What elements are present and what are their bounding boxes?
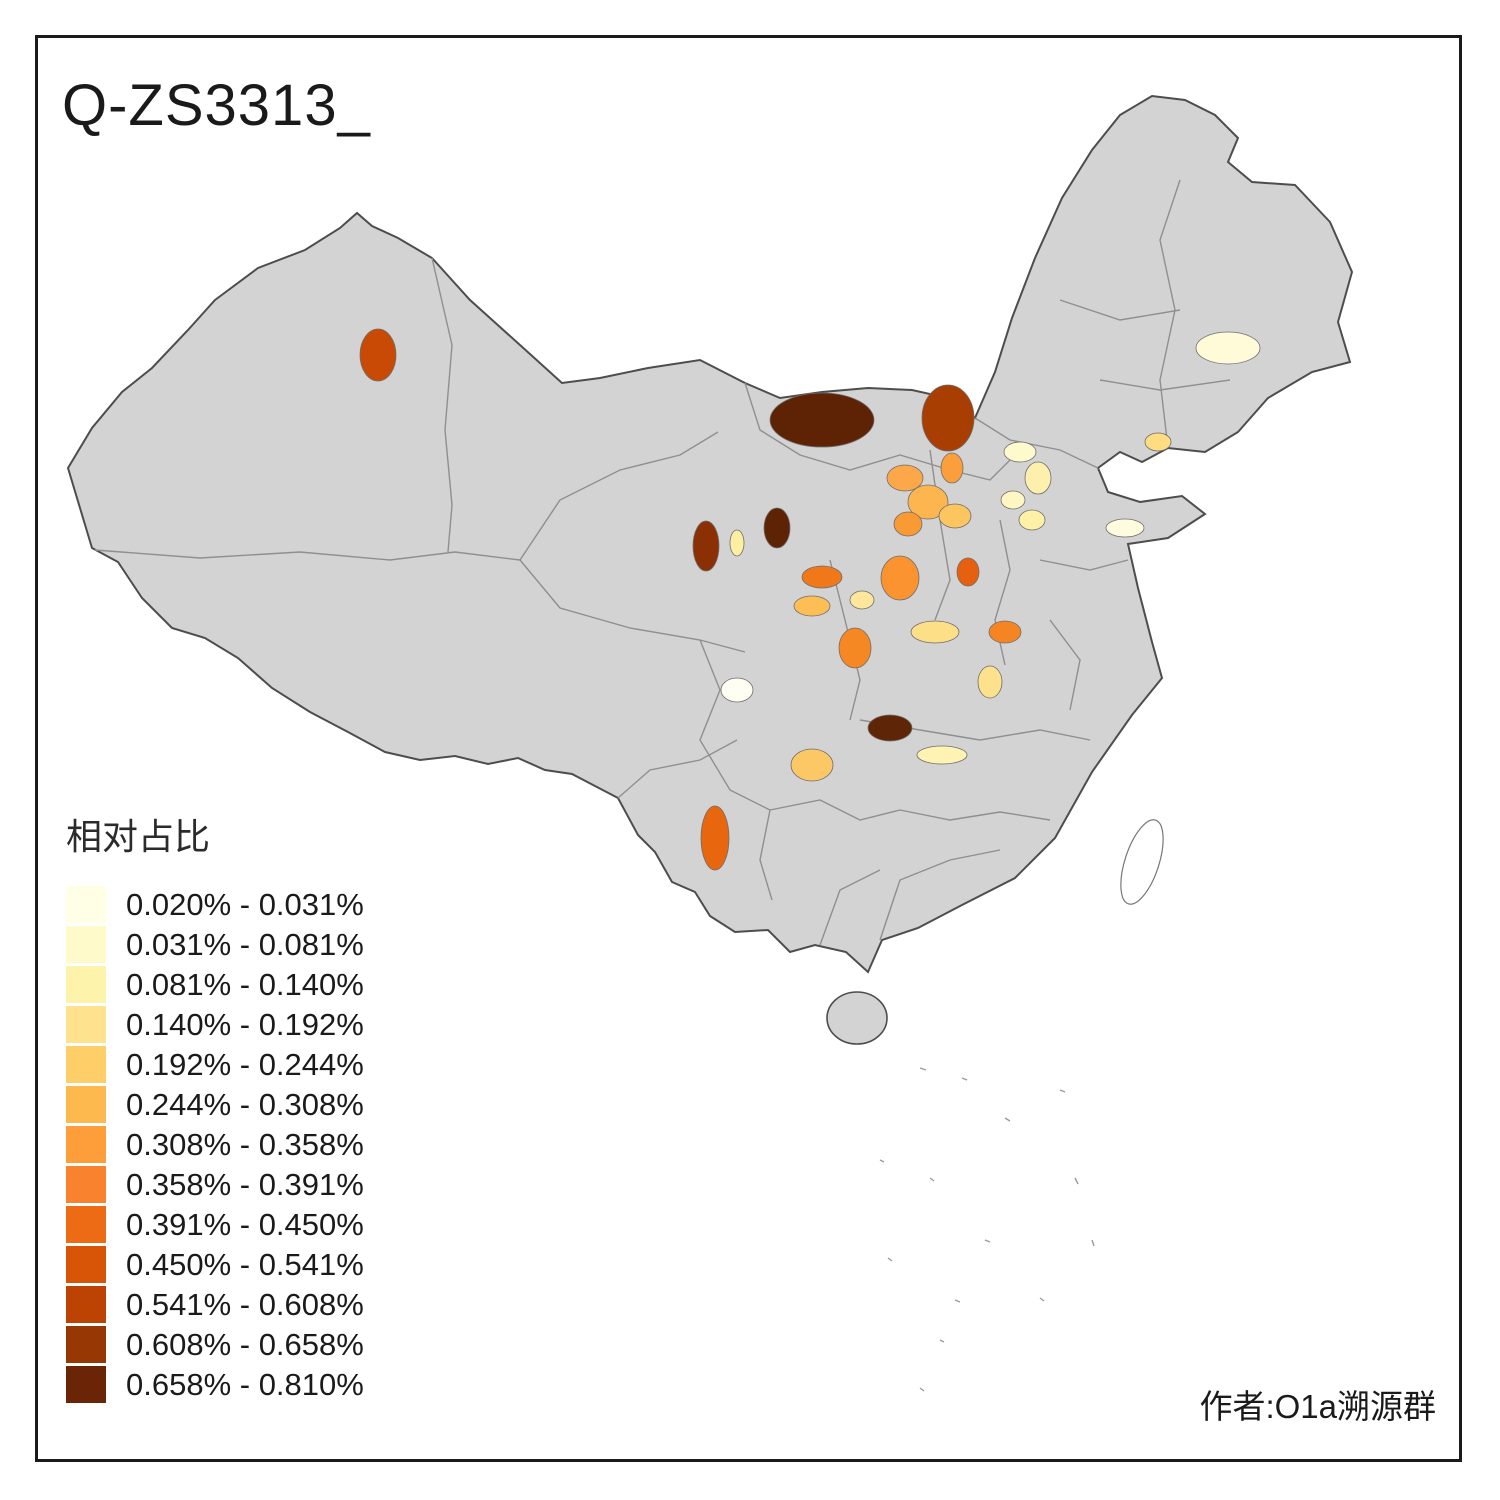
legend-swatch — [66, 1206, 106, 1243]
legend-swatch — [66, 1046, 106, 1083]
legend-item: 0.358% - 0.391% — [66, 1166, 486, 1203]
map-regions-layer — [359, 328, 1261, 871]
legend-swatch — [66, 1246, 106, 1283]
legend-swatch — [66, 966, 106, 1003]
map-region — [956, 557, 980, 587]
legend-label: 0.081% - 0.140% — [126, 966, 364, 1002]
map-region — [867, 714, 913, 742]
map-region — [921, 384, 975, 452]
map-region — [359, 328, 397, 382]
legend-item: 0.031% - 0.081% — [66, 926, 486, 963]
map-region — [977, 665, 1003, 699]
legend-swatch — [66, 1286, 106, 1323]
legend-label: 0.608% - 0.658% — [126, 1326, 364, 1362]
legend-label: 0.140% - 0.192% — [126, 1006, 364, 1042]
map-region — [907, 484, 949, 520]
map-region — [838, 627, 872, 669]
south-sea-islets — [879, 1067, 1095, 1392]
map-region — [940, 452, 964, 484]
legend-swatch — [66, 926, 106, 963]
legend-item: 0.541% - 0.608% — [66, 1286, 486, 1323]
legend-item: 0.658% - 0.810% — [66, 1366, 486, 1403]
map-region — [886, 464, 924, 492]
legend-swatch — [66, 1166, 106, 1203]
legend-label: 0.031% - 0.081% — [126, 926, 364, 962]
map-region — [1018, 509, 1046, 531]
map-region — [790, 748, 834, 782]
map-region — [769, 392, 875, 448]
map-region — [1000, 490, 1026, 510]
map-region — [1105, 518, 1145, 538]
map-region — [910, 620, 960, 644]
map-region — [1195, 331, 1261, 365]
legend-label: 0.308% - 0.358% — [126, 1126, 364, 1162]
province-borders — [94, 179, 1231, 946]
legend-label: 0.244% - 0.308% — [126, 1086, 364, 1122]
map-region — [938, 503, 972, 529]
legend-swatch — [66, 886, 106, 923]
map-region — [700, 805, 730, 871]
legend-title: 相对占比 — [66, 816, 211, 857]
map-region — [793, 595, 831, 617]
map-region — [880, 555, 920, 601]
legend-label: 0.658% - 0.810% — [126, 1366, 364, 1402]
map-region — [849, 590, 875, 610]
legend-label: 0.541% - 0.608% — [126, 1286, 364, 1322]
legend-item: 0.391% - 0.450% — [66, 1206, 486, 1243]
map-region — [1003, 441, 1037, 463]
hainan-island-shape — [826, 991, 888, 1045]
taiwan-island-shape — [1120, 819, 1164, 905]
legend-swatch — [66, 1086, 106, 1123]
legend-item: 0.081% - 0.140% — [66, 966, 486, 1003]
legend-item: 0.020% - 0.031% — [66, 886, 486, 923]
map-region — [801, 565, 843, 589]
legend-swatch — [66, 1366, 106, 1403]
legend-item: 0.140% - 0.192% — [66, 1006, 486, 1043]
legend: 相对占比 0.020% - 0.031% 0.031% - 0.081% 0.0… — [66, 808, 486, 1406]
legend-label: 0.020% - 0.031% — [126, 886, 364, 922]
map-region — [916, 745, 968, 765]
legend-swatch — [66, 1126, 106, 1163]
map-region — [1144, 432, 1172, 452]
map-region — [988, 620, 1022, 644]
legend-label: 0.358% - 0.391% — [126, 1166, 364, 1202]
legend-item: 0.192% - 0.244% — [66, 1046, 486, 1083]
map-region — [720, 677, 754, 703]
map-region — [729, 529, 745, 557]
map-region — [763, 507, 791, 549]
page-title: Q-ZS3313_ — [62, 73, 371, 138]
legend-swatch — [66, 1326, 106, 1363]
legend-label: 0.192% - 0.244% — [126, 1046, 364, 1082]
legend-label: 0.391% - 0.450% — [126, 1206, 364, 1242]
legend-item: 0.308% - 0.358% — [66, 1126, 486, 1163]
map-region — [893, 511, 923, 537]
legend-item: 0.450% - 0.541% — [66, 1246, 486, 1283]
legend-label: 0.450% - 0.541% — [126, 1246, 364, 1282]
map-region — [1024, 461, 1052, 495]
legend-item: 0.608% - 0.658% — [66, 1326, 486, 1363]
attribution-text: 作者:O1a溯源群 — [1199, 1388, 1436, 1425]
legend-swatch — [66, 1006, 106, 1043]
legend-item: 0.244% - 0.308% — [66, 1086, 486, 1123]
map-region — [692, 520, 720, 572]
